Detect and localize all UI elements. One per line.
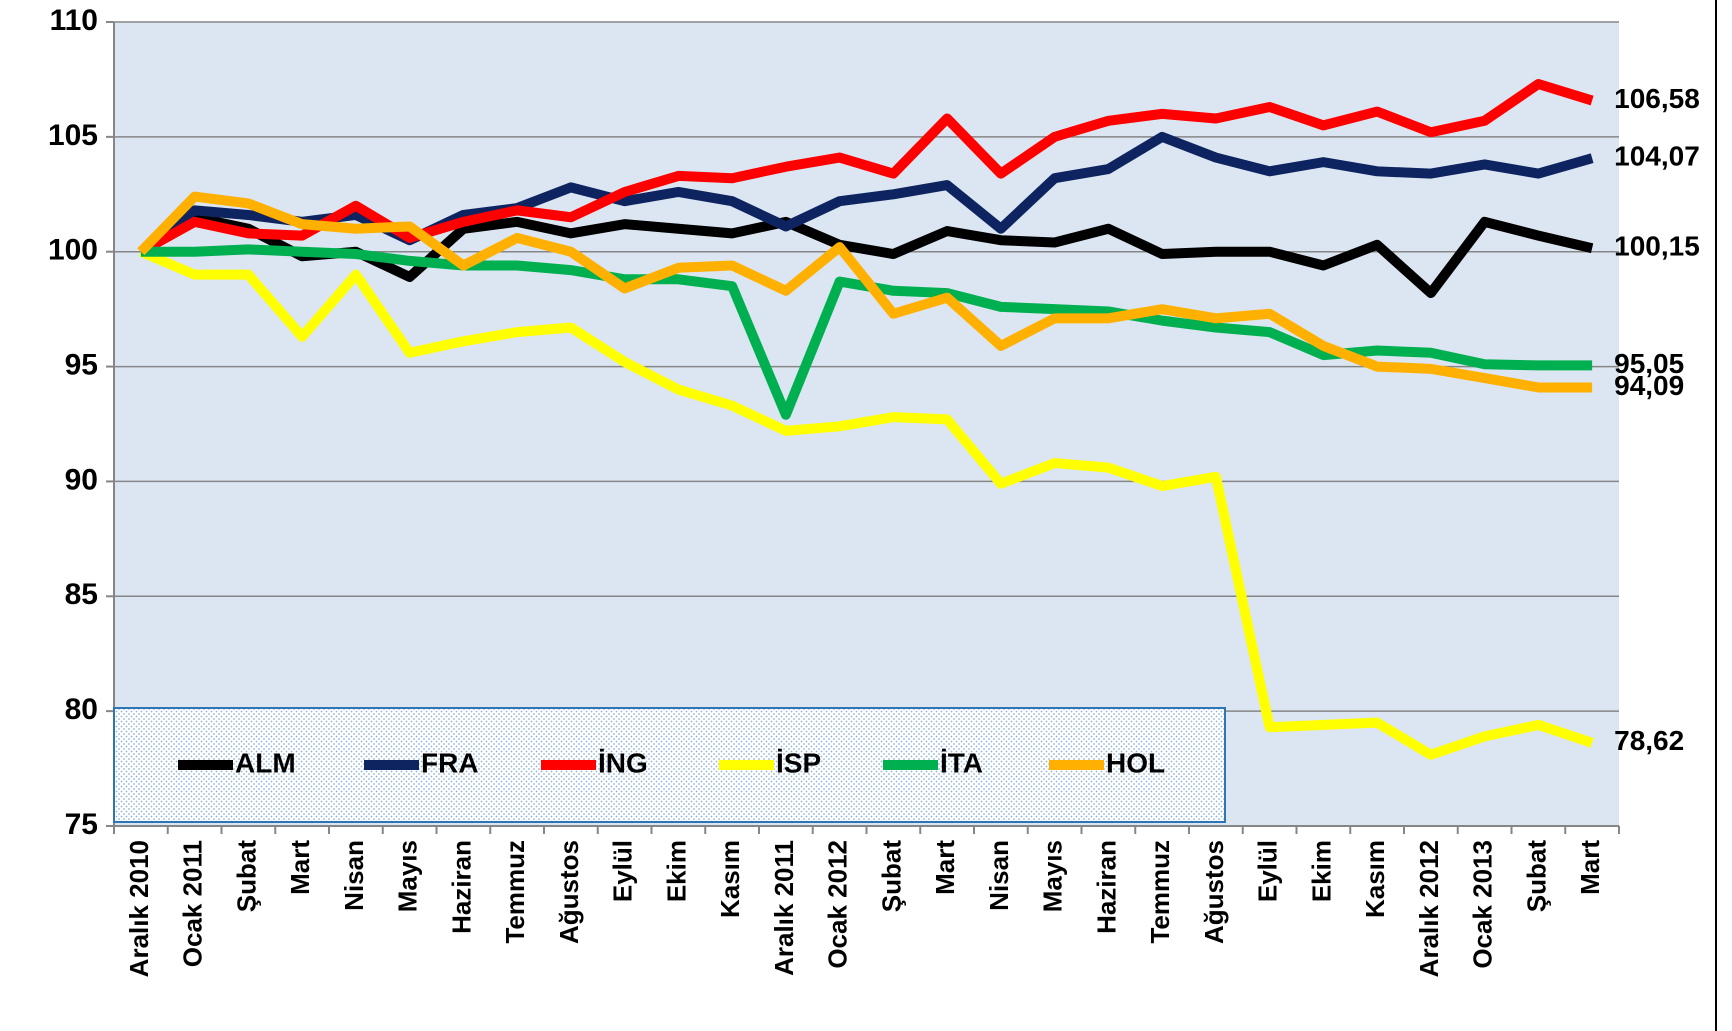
x-tick-label: Eylül [1253,840,1283,902]
x-tick-label: Mayıs [1038,840,1068,912]
end-value-label: 100,15 [1614,231,1700,262]
x-tick-label: Ağustos [554,840,584,944]
x-tick-label: Kasım [1360,840,1390,918]
x-tick-label: Aralık 2012 [1414,840,1444,977]
x-tick-label: Haziran [1091,840,1121,934]
x-tick-label: Temmuz [1145,840,1175,944]
x-tick-label: Eylül [608,840,638,902]
x-tick-label: Kasım [715,840,745,918]
x-tick-label: Ağustos [1199,840,1229,944]
legend-label: ALM [235,747,296,778]
y-tick-label: 80 [65,693,98,726]
x-tick-label: Şubat [876,840,906,913]
x-tick-label: Mart [285,840,315,895]
x-tick-label: Aralık 2010 [124,840,154,977]
end-value-label: 95,05 [1614,348,1684,379]
x-tick-label: Temmuz [500,840,530,944]
y-tick-label: 95 [65,348,98,381]
series-line [138,212,1594,299]
end-value-label: 106,58 [1614,83,1700,114]
y-tick-label: 75 [65,808,98,841]
y-tick-label: 100 [48,234,98,267]
end-value-label: 104,07 [1614,141,1700,172]
x-tick-label: Mayıs [393,840,423,912]
y-tick-label: 85 [65,578,98,611]
x-tick-label: Şubat [231,840,261,913]
x-tick-label: Nisan [339,840,369,911]
y-tick-label: 90 [65,463,98,496]
y-tick-label: 110 [50,4,98,37]
x-tick-label: Mart [1575,840,1605,895]
end-value-label: 78,62 [1614,725,1684,756]
x-tick-label: Ocak 2013 [1468,840,1498,969]
x-tick-label: Aralık 2011 [769,840,799,976]
legend-label: İSP [776,747,821,778]
series-line [138,79,1594,257]
x-tick-label: Mart [930,840,960,895]
x-tick-label: Ocak 2011 [178,840,208,967]
legend-box [113,707,1226,823]
x-tick-label: Şubat [1521,840,1551,913]
end-value-label: 94,09 [1614,370,1684,401]
y-tick-label: 105 [48,119,98,152]
series-line [138,247,1594,760]
x-tick-label: Nisan [984,840,1014,911]
x-tick-label: Haziran [446,840,476,934]
x-tick-label: Ocak 2012 [823,840,853,969]
legend-label: HOL [1106,747,1165,778]
x-tick-label: Ekim [1306,840,1336,902]
x-tick-label: Ekim [661,840,691,902]
legend-label: İTA [940,747,983,778]
legend-label: İNG [598,747,648,778]
legend-label: FRA [421,747,479,778]
series-line [137,191,1593,393]
